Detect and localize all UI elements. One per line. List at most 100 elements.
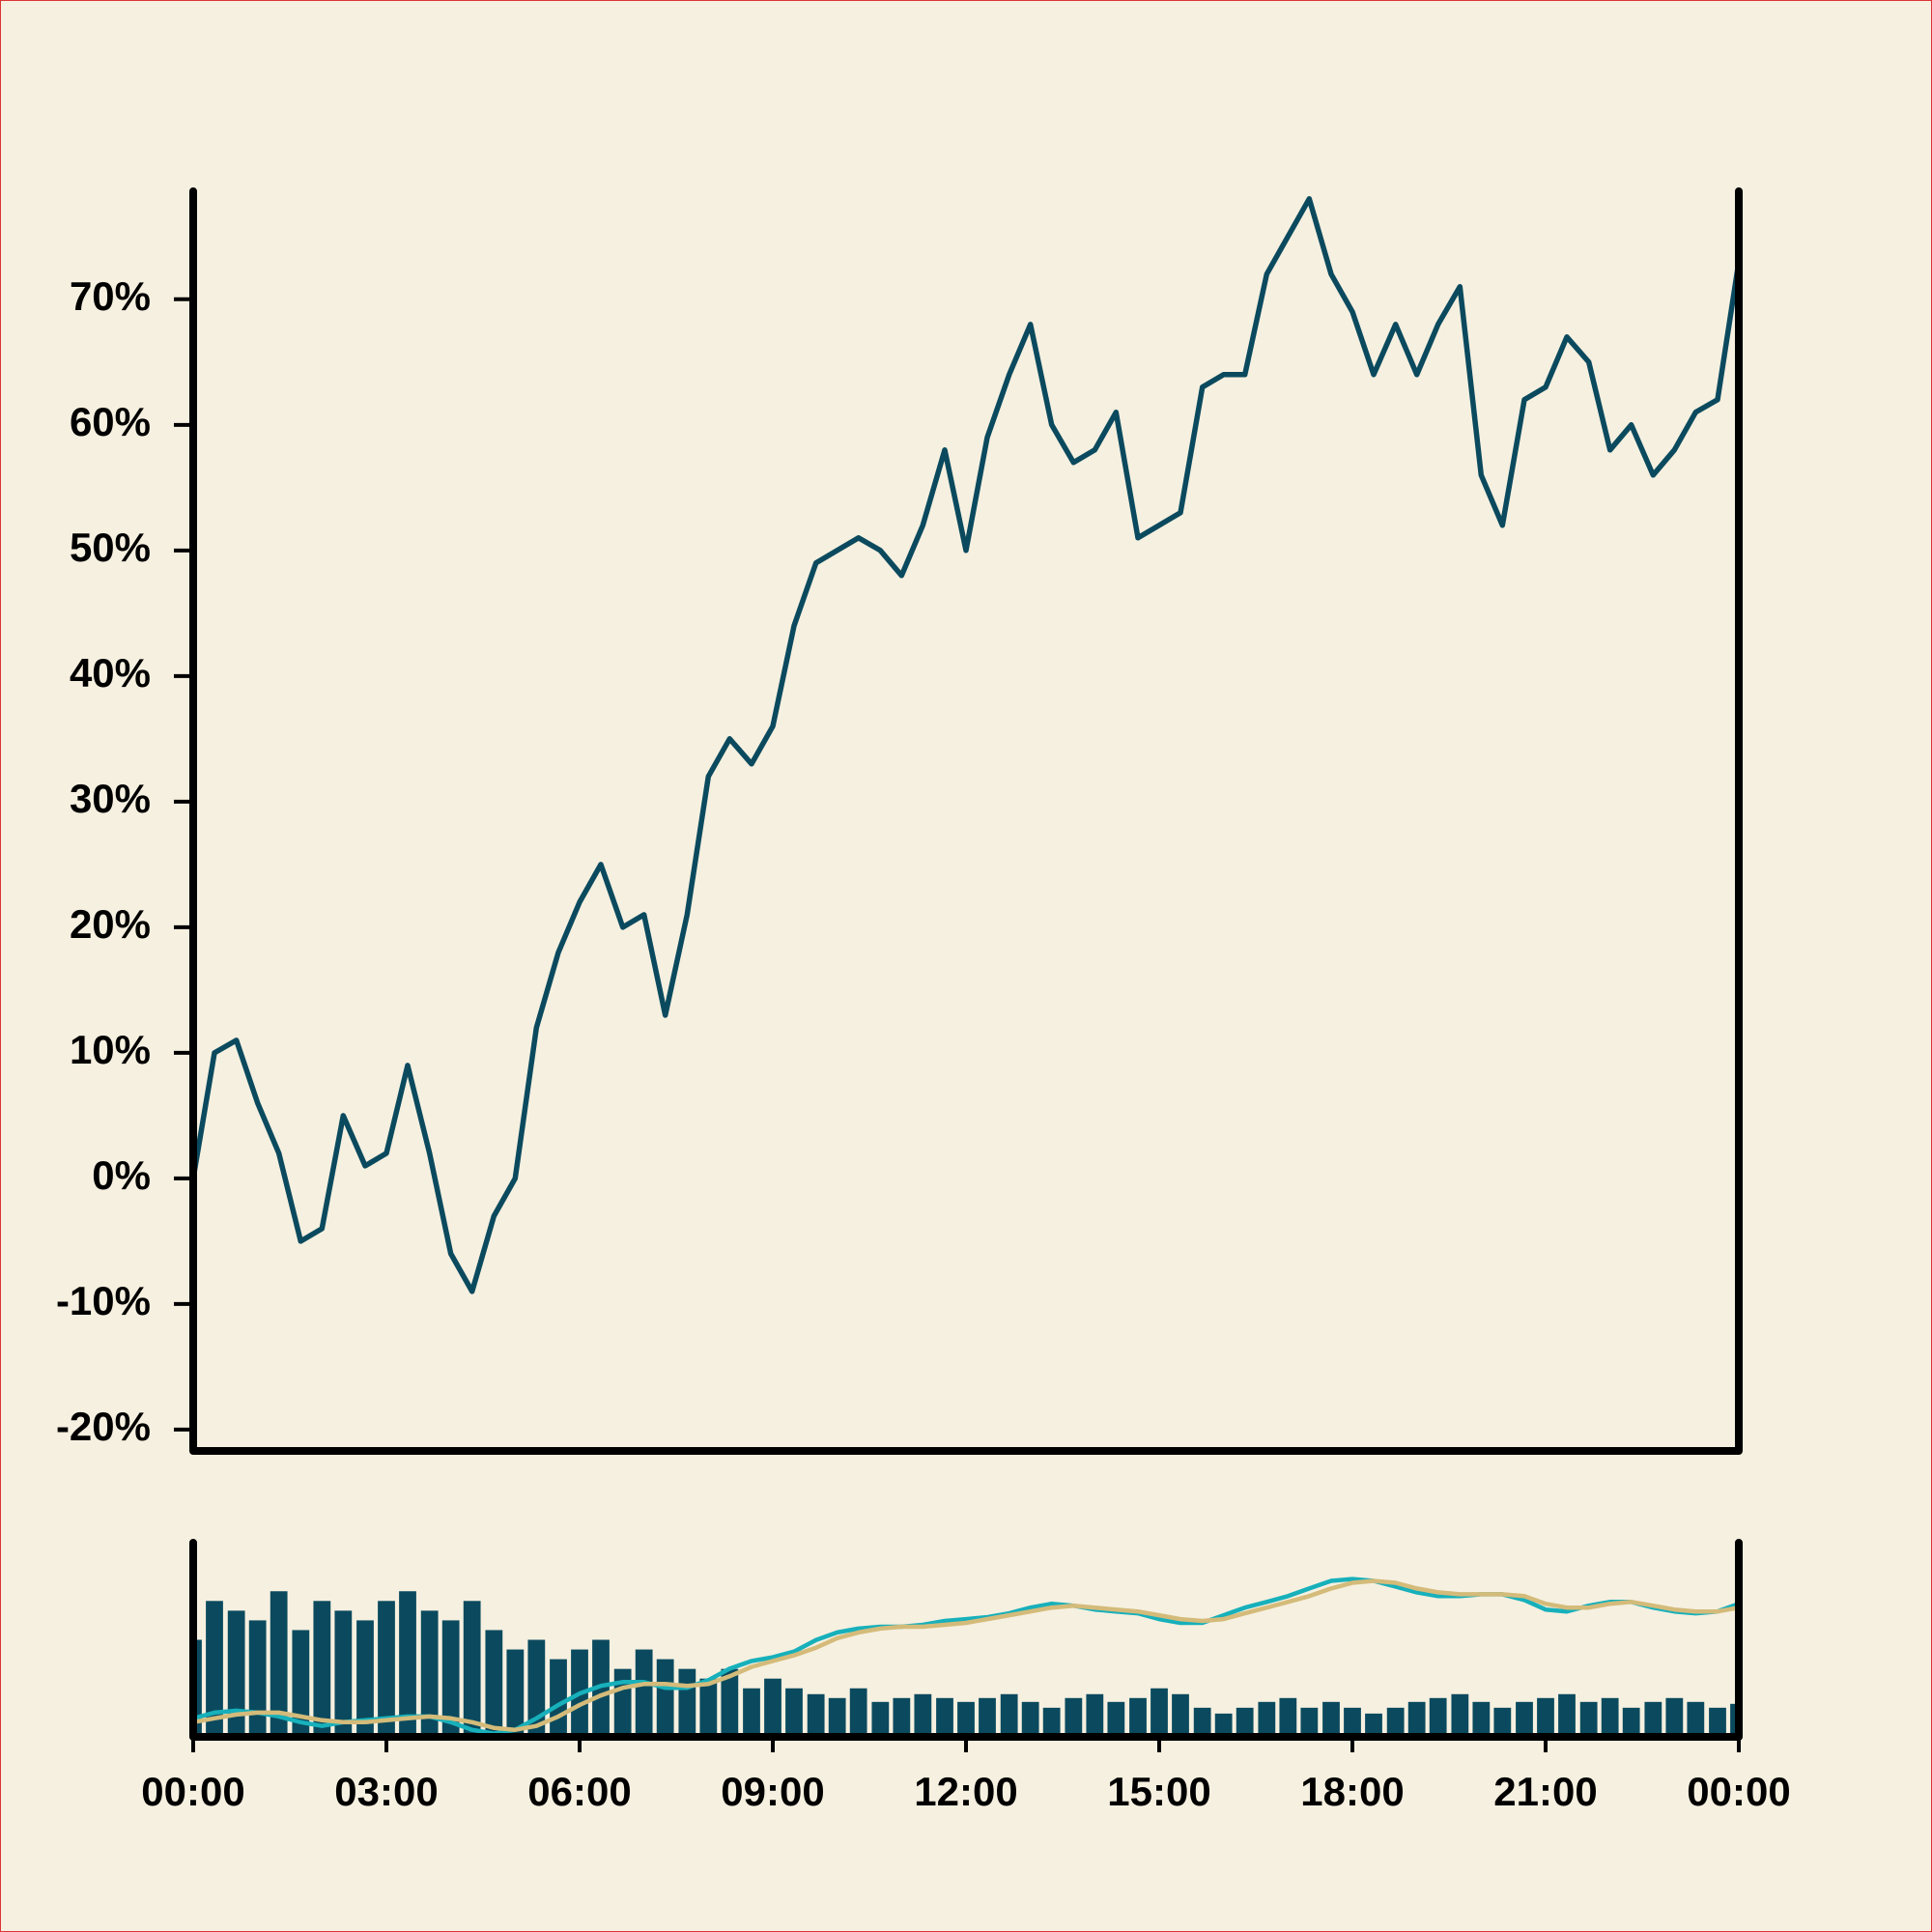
volume-bar (1065, 1697, 1083, 1737)
volume-bar (849, 1688, 867, 1737)
volume-bar (743, 1688, 760, 1737)
volume-bar (1107, 1701, 1125, 1737)
y-tick-label: 10% (70, 1027, 151, 1072)
axes: -20% -10% 0% 10% 20% 30% 40% 50% 60% 70% 00:00 03:0… (56, 187, 1791, 1814)
volume-bar (613, 1668, 632, 1737)
x-tick-label: 09:00 (721, 1769, 824, 1814)
volume-bar (1730, 1703, 1739, 1737)
volume-bar (420, 1610, 439, 1737)
volume-bar (1493, 1707, 1512, 1737)
main-spines (189, 187, 1743, 1455)
average-line (193, 1578, 1739, 1732)
x-tick-label: 03:00 (334, 1769, 438, 1814)
x-tick-label: 21:00 (1493, 1769, 1597, 1814)
x-tick-label: 00:00 (141, 1769, 244, 1814)
x-tick-label: 18:00 (1300, 1769, 1404, 1814)
y-tick-label: 40% (70, 650, 151, 696)
volume-bar (635, 1649, 653, 1737)
x-tick-label: 00:00 (1687, 1769, 1790, 1814)
volume-bar (1300, 1707, 1319, 1737)
volume-bar (1472, 1701, 1491, 1737)
volume-bar (1601, 1697, 1619, 1737)
volume-bar (721, 1668, 739, 1737)
volume-bar (1344, 1707, 1361, 1737)
price-line (193, 196, 1739, 1294)
volume-bar (936, 1697, 953, 1737)
volume-bar (1644, 1701, 1662, 1737)
volume-bar (1579, 1701, 1598, 1737)
y-tick-label: 20% (70, 901, 151, 947)
volume-bar (506, 1649, 525, 1737)
volume-bar (356, 1620, 374, 1737)
y-tick-label: 70% (70, 273, 151, 319)
volume-bar (1386, 1707, 1405, 1737)
volume-bar (1021, 1701, 1039, 1737)
volume-bar (1172, 1693, 1189, 1737)
volume-bar (871, 1701, 890, 1737)
volume-bar (1193, 1707, 1211, 1737)
volume-bar (292, 1630, 310, 1737)
volume-bar (1537, 1697, 1554, 1737)
volume-bar (1322, 1701, 1340, 1737)
volume-bar (193, 1639, 202, 1737)
volume-bar (550, 1659, 567, 1737)
y-tick-label: 30% (70, 776, 151, 821)
volume-bar (699, 1678, 718, 1737)
volume-bar (1151, 1688, 1168, 1737)
volume-bar (1622, 1707, 1640, 1737)
volume-bar (1086, 1693, 1104, 1737)
y-tick-label: -10% (56, 1278, 151, 1323)
volume-bar (313, 1601, 331, 1737)
volume-bar (206, 1601, 223, 1737)
x-tick-label: 12:00 (914, 1769, 1017, 1814)
y-tick-label: 60% (70, 399, 151, 444)
main-plot (193, 196, 1739, 1294)
volume-bar (785, 1688, 803, 1737)
volume-bar (656, 1659, 674, 1737)
volume-bar (334, 1610, 353, 1737)
volume-bar (441, 1620, 460, 1737)
volume-bar (399, 1591, 416, 1737)
volume-bar (764, 1678, 781, 1737)
volume-bar (1279, 1697, 1297, 1737)
volume-bar (1258, 1701, 1276, 1737)
volume-bar (1516, 1701, 1533, 1737)
y-tick-label: 50% (70, 525, 151, 570)
volume-bar (378, 1601, 395, 1737)
volume-bar (807, 1693, 825, 1737)
volume-bar (485, 1630, 503, 1737)
volume-bar (1214, 1713, 1233, 1737)
volume-bar (1665, 1697, 1684, 1737)
y-tick-label: -20% (56, 1404, 151, 1449)
volume-bar (270, 1591, 288, 1737)
volume-plot (193, 1577, 1739, 1737)
volume-bar (1558, 1693, 1576, 1737)
volume-bar (1365, 1713, 1382, 1737)
y-tick-label: 0% (92, 1152, 151, 1198)
volume-bar (1129, 1697, 1147, 1737)
volume-bar (1000, 1693, 1018, 1737)
volume-bar (592, 1639, 610, 1737)
volume-bar (527, 1639, 546, 1737)
x-tick-label: 15:00 (1107, 1769, 1210, 1814)
volume-bar (1429, 1697, 1447, 1737)
volume-bar (914, 1693, 932, 1737)
volume-bar (1236, 1707, 1254, 1737)
volume-bar (1687, 1701, 1705, 1737)
volume-bar (957, 1701, 975, 1737)
volume-bar (1042, 1707, 1061, 1737)
volume-bar (1451, 1693, 1469, 1737)
volume-bar (1709, 1707, 1726, 1737)
volume-bar (979, 1697, 996, 1737)
x-tick-label: 06:00 (527, 1769, 631, 1814)
volume-bar (828, 1697, 846, 1737)
volume-bar (227, 1610, 245, 1737)
volume-bar (1407, 1701, 1426, 1737)
volume-bar (463, 1601, 481, 1737)
volume-bar (893, 1697, 911, 1737)
volume-bar (678, 1668, 696, 1737)
volume-bar (248, 1620, 267, 1737)
